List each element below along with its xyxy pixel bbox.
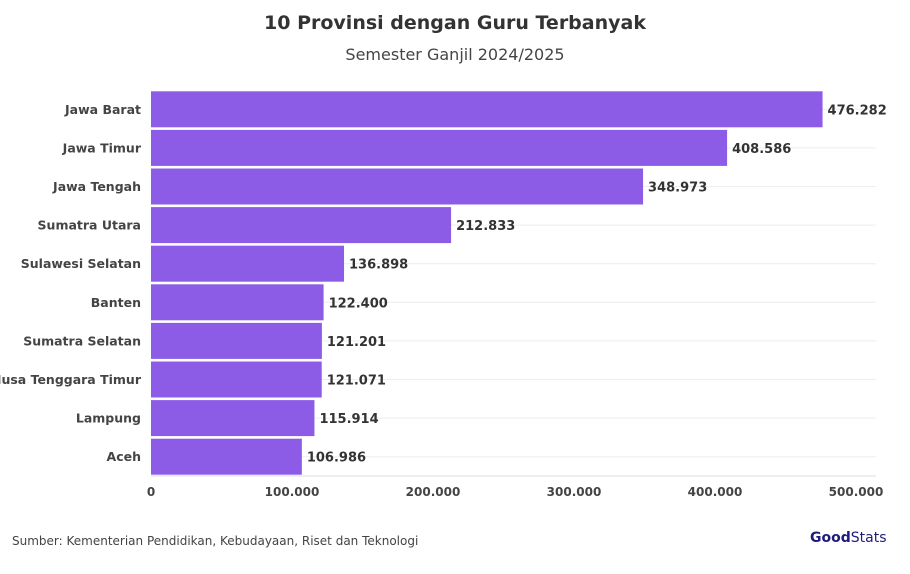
bar (151, 400, 315, 437)
bar (151, 245, 345, 282)
category-label: Nusa Tenggara Timur (0, 372, 142, 387)
category-label: Sulawesi Selatan (21, 256, 141, 271)
x-tick-label: 500.000 (829, 485, 884, 499)
goodstats-logo: GoodStats (810, 530, 887, 546)
bar (151, 129, 728, 166)
data-label: 106.986 (307, 451, 366, 466)
data-label: 212.833 (456, 219, 515, 234)
bar-chart: Jawa Barat 476.282 Jawa Timur 408.586 Jawa T… (0, 91, 887, 499)
category-label: Jawa Barat (64, 102, 141, 117)
category-label: Sumatra Selatan (23, 333, 141, 348)
bar (151, 168, 644, 205)
data-label: 122.400 (329, 296, 388, 311)
x-tick-label: 100.000 (265, 485, 320, 499)
data-label: 136.898 (349, 258, 408, 273)
source-note: Sumber: Kementerian Pendidikan, Kebudaya… (12, 534, 419, 548)
category-label: Sumatra Utara (38, 218, 141, 233)
data-label: 115.914 (319, 412, 378, 427)
chart-title: 10 Provinsi dengan Guru Terbanyak (264, 12, 646, 34)
category-label: Banten (91, 295, 141, 310)
category-label: Jawa Timur (62, 140, 142, 155)
bar (151, 361, 322, 398)
bar (151, 438, 302, 475)
data-label: 121.201 (327, 335, 386, 350)
bar (151, 91, 823, 128)
x-tick-label: 200.000 (406, 485, 461, 499)
x-tick-label: 300.000 (547, 485, 602, 499)
bar (151, 284, 324, 321)
category-label: Lampung (76, 411, 141, 426)
category-label: Aceh (107, 449, 141, 464)
bar (151, 207, 452, 244)
data-label: 121.071 (327, 374, 386, 389)
x-tick-label: 0 (147, 485, 155, 499)
bar (151, 322, 322, 359)
chart-subtitle: Semester Ganjil 2024/2025 (345, 45, 565, 64)
data-label: 408.586 (732, 142, 791, 157)
category-label: Jawa Tengah (52, 179, 141, 194)
x-tick-label: 400.000 (688, 485, 743, 499)
data-label: 348.973 (648, 181, 707, 196)
data-label: 476.282 (828, 103, 887, 118)
